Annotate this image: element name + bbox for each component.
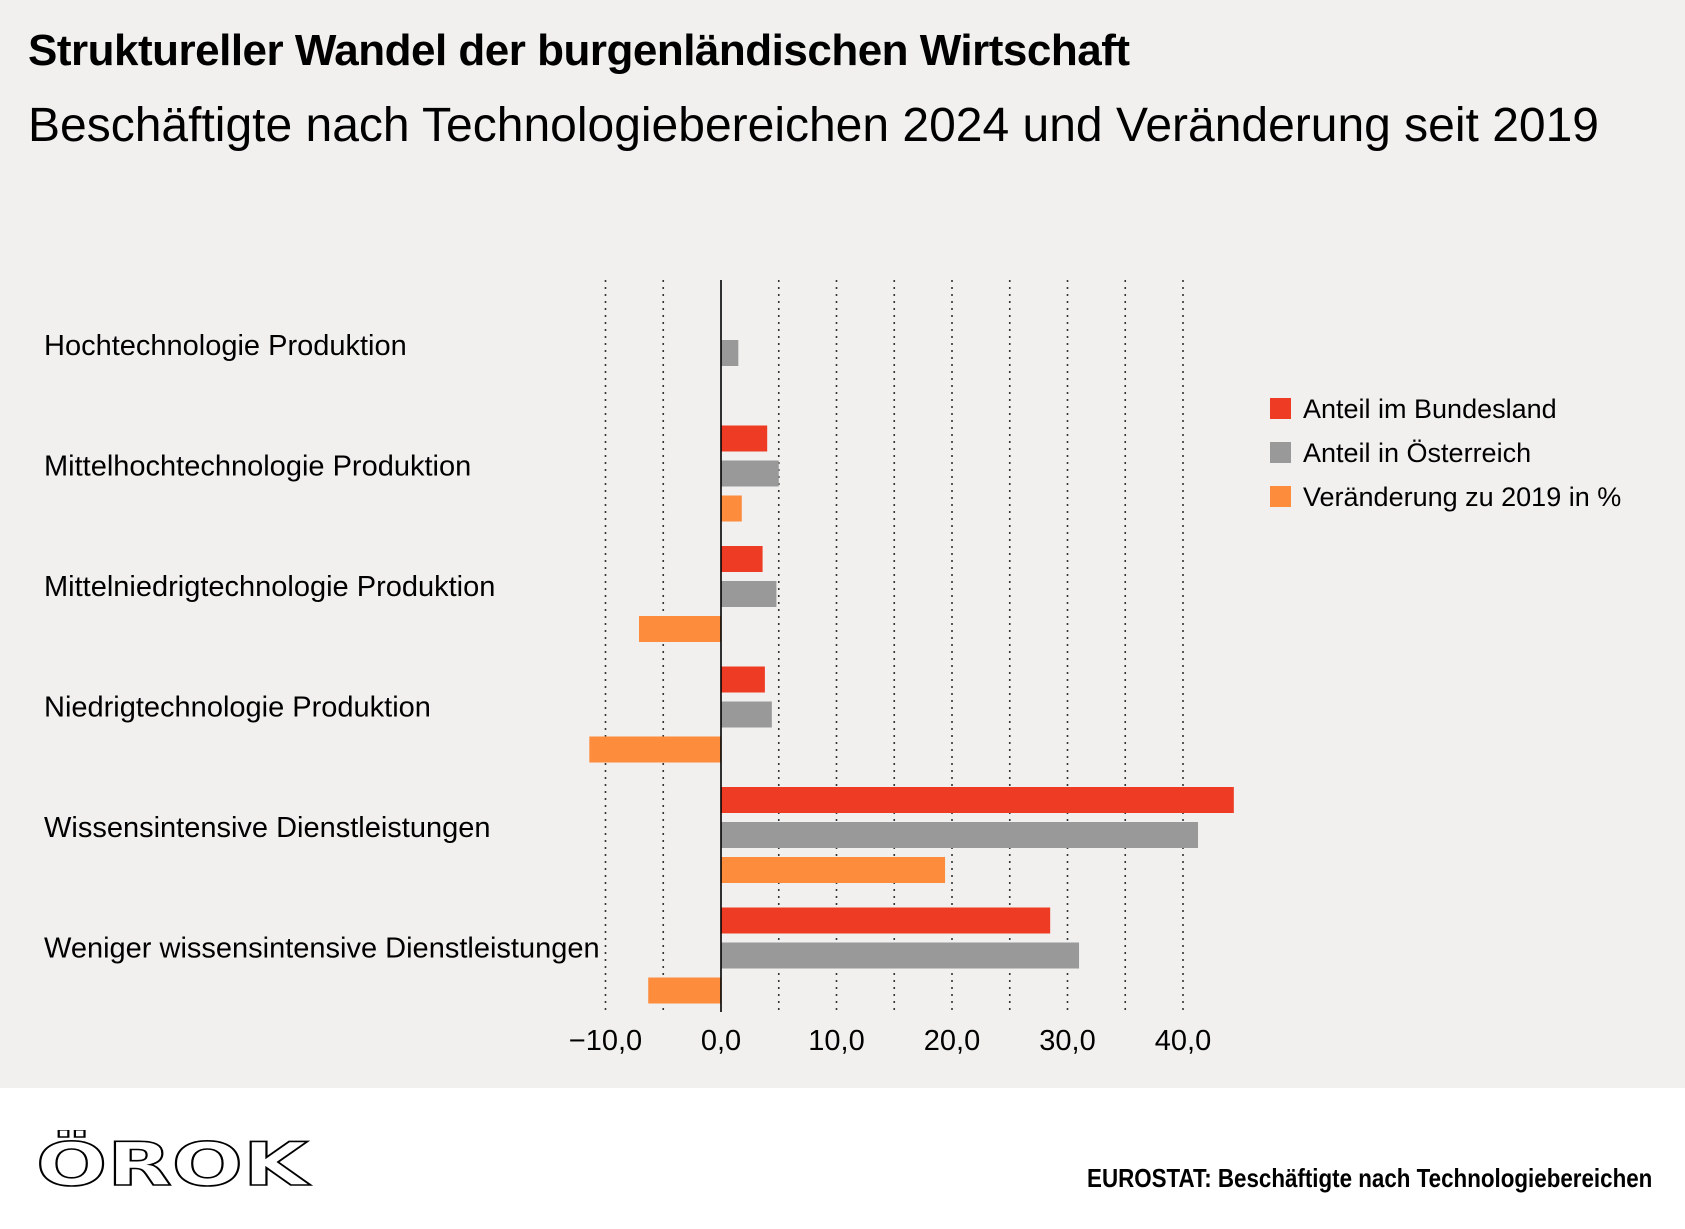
bar <box>721 581 777 607</box>
x-tick-label: 0,0 <box>701 1025 741 1057</box>
x-tick-label: 10,0 <box>808 1025 864 1057</box>
bar <box>721 460 779 487</box>
category-label: Weniger wissensintensive Dienstleistunge… <box>44 933 600 965</box>
chart-panel <box>0 0 1685 1088</box>
bar <box>721 907 1051 934</box>
bar <box>648 977 721 1004</box>
legend-label: Anteil in Österreich <box>1303 438 1531 468</box>
bar <box>721 942 1080 969</box>
bar <box>721 425 768 452</box>
x-tick-label: 40,0 <box>1155 1025 1211 1057</box>
bar <box>721 546 763 572</box>
bar <box>721 495 742 522</box>
bar <box>721 857 946 883</box>
source-note: EUROSTAT: Beschäftigte nach Technologieb… <box>1086 1163 1652 1193</box>
legend-label: Veränderung zu 2019 in % <box>1303 482 1621 512</box>
chart-title: Struktureller Wandel der burgenländische… <box>28 26 1130 75</box>
legend-label: Anteil im Bundesland <box>1303 394 1557 424</box>
x-tick-label: 20,0 <box>924 1025 980 1057</box>
legend-swatch <box>1270 442 1291 463</box>
x-tick-label: 30,0 <box>1039 1025 1095 1057</box>
bar <box>721 701 772 728</box>
bar <box>721 787 1234 813</box>
bar <box>589 736 721 763</box>
category-label: Niedrigtechnologie Produktion <box>44 692 431 724</box>
chart-subtitle: Beschäftigte nach Technologiebereichen 2… <box>28 99 1599 152</box>
x-tick-label: −10,0 <box>569 1025 642 1057</box>
legend-swatch <box>1270 486 1291 507</box>
bar <box>638 616 721 642</box>
logo-text: ÖROK <box>36 1130 311 1190</box>
category-label: Mittelhochtechnologie Produktion <box>44 451 471 483</box>
legend-swatch <box>1270 398 1291 419</box>
category-label: Hochtechnologie Produktion <box>44 330 407 362</box>
category-label: Wissensintensive Dienstleistungen <box>44 812 491 844</box>
category-label: Mittelniedrigtechnologie Produktion <box>44 571 495 603</box>
bar-chart: Hochtechnologie Produktion Mittelhochtech… <box>44 280 1621 1057</box>
oerok-logo: ÖROK <box>35 1130 312 1190</box>
bar <box>721 340 739 366</box>
bar <box>721 822 1199 848</box>
bar <box>721 666 765 693</box>
